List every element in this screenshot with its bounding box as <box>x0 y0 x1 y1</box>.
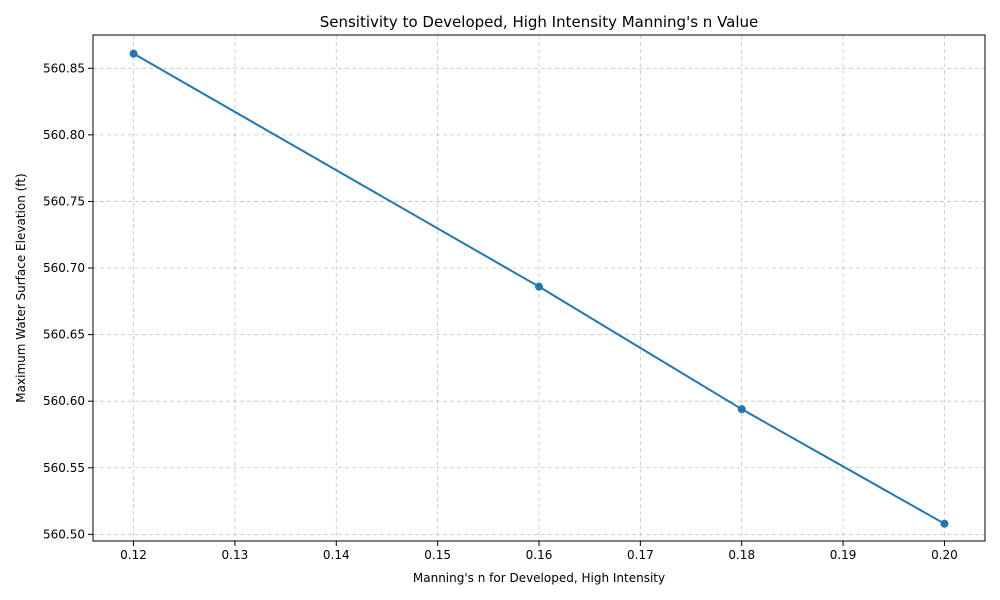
x-tick-label: 0.16 <box>526 548 553 562</box>
axis-ticks: 0.12 0.13 0.14 0.15 0.16 0.17 0.18 0.19 0.20 560.… <box>43 61 958 562</box>
y-tick-label: 560.85 <box>43 61 85 75</box>
y-tick-label: 560.50 <box>43 527 85 541</box>
y-tick-label: 560.60 <box>43 394 85 408</box>
y-tick-label: 560.75 <box>43 194 85 208</box>
data-point <box>940 519 949 528</box>
x-tick-label: 0.14 <box>323 548 350 562</box>
grid <box>93 35 985 541</box>
y-tick-label: 560.55 <box>43 461 85 475</box>
x-tick-label: 0.19 <box>830 548 857 562</box>
x-tick-label: 0.13 <box>222 548 249 562</box>
plot-frame <box>92 34 986 542</box>
x-axis-label: Manning's n for Developed, High Intensit… <box>413 571 665 585</box>
x-tick-label: 0.12 <box>120 548 147 562</box>
x-tick-label: 0.20 <box>931 548 958 562</box>
x-tick-label: 0.17 <box>627 548 654 562</box>
x-tick-label: 0.15 <box>424 548 451 562</box>
y-tick-label: 560.80 <box>43 128 85 142</box>
series-layer <box>129 49 949 528</box>
data-point <box>129 49 138 58</box>
data-point <box>737 405 746 414</box>
series-line <box>133 52 945 525</box>
chart-title: Sensitivity to Developed, High Intensity… <box>320 13 759 31</box>
data-point <box>535 282 543 291</box>
y-tick-label: 560.70 <box>43 261 85 275</box>
y-axis-label: Maximum Water Surface Elevation (ft) <box>14 173 28 402</box>
y-tick-label: 560.65 <box>43 328 85 342</box>
x-tick-label: 0.18 <box>728 548 755 562</box>
